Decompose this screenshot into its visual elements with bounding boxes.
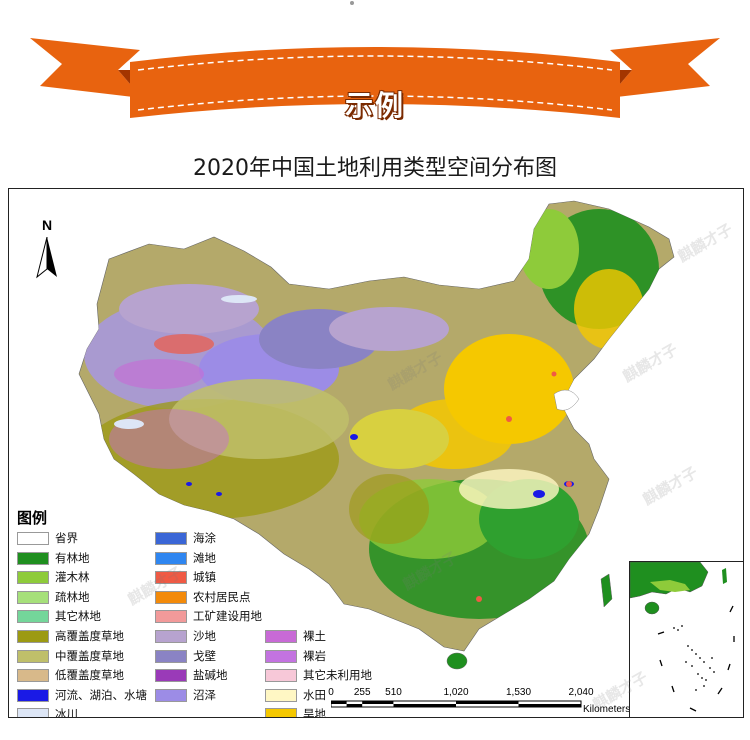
legend-swatch (155, 590, 187, 604)
scale-tick-label: 510 (385, 687, 402, 698)
legend-swatch (155, 669, 187, 683)
legend-swatch (155, 610, 187, 624)
legend-label: 农村居民点 (193, 589, 251, 604)
legend-swatch (17, 590, 49, 604)
legend-label: 省界 (55, 531, 78, 545)
legend-swatch (155, 649, 187, 663)
legend-label: 沙地 (193, 628, 216, 643)
legend-swatch (17, 551, 49, 565)
legend-label: 城镇 (193, 570, 216, 585)
legend-label: 沼泽 (193, 687, 216, 702)
legend-label: 旱地 (303, 707, 326, 718)
china-land-use-map (78, 200, 675, 670)
scale-tick-label: 1,530 (505, 687, 532, 698)
banner-title: 示例 (344, 89, 405, 122)
legend-swatch (17, 610, 49, 624)
legend-label: 疏林地 (55, 589, 90, 604)
legend-swatch (265, 708, 297, 717)
legend-swatch (155, 551, 187, 565)
legend-label: 河流、湖泊、水塘 (55, 687, 147, 702)
map-frame: N 图例 省界有林地灌木林疏林地其它林地高覆盖度草地 中覆盖度草地 低覆盖度草地河流… (8, 188, 744, 718)
legend-swatch (265, 688, 297, 702)
legend-swatch (265, 649, 297, 663)
legend-swatch (17, 669, 49, 683)
legend-swatch (265, 630, 297, 643)
south-china-sea-inset (629, 561, 743, 717)
legend-label: 戈壁 (193, 648, 216, 663)
legend-swatch (155, 532, 187, 545)
legend-label: 裸岩 (303, 648, 326, 663)
legend-label: 有林地 (55, 550, 90, 565)
legend-swatch (17, 532, 49, 545)
ribbon-right-tail (608, 38, 720, 98)
legend-label: 灌木林 (55, 570, 90, 585)
scale-bar-graphic (331, 700, 582, 708)
legend-label: 中覆盖度草地 (55, 648, 124, 663)
legend-swatch (155, 571, 187, 585)
north-arrow-label: N (42, 217, 53, 233)
legend-swatch (17, 629, 49, 643)
legend-title: 图例 (17, 509, 48, 527)
legend-label: 裸土 (303, 629, 326, 643)
legend-label: 其它林地 (55, 609, 101, 624)
scale-tick-label: 1,020 (443, 687, 469, 698)
legend-label: 高覆盖度草地 (55, 628, 124, 643)
legend-label: 低覆盖度草地 (55, 668, 124, 683)
scale-bar: 0 255 510 1,020 1,530 2,040 Kilometers (328, 687, 641, 717)
legend-swatch (155, 629, 187, 643)
north-arrow-icon (36, 237, 57, 279)
inset-map (630, 562, 735, 712)
legend-swatch (155, 688, 187, 702)
legend-swatch (17, 688, 49, 702)
legend-label: 盐碱地 (193, 668, 228, 683)
hainan-island (446, 652, 468, 670)
scale-tick-label: 255 (353, 687, 371, 698)
banner-ribbon (30, 1, 720, 118)
legend-label: 冰川 (55, 707, 78, 718)
ribbon-left-tail (30, 38, 142, 98)
scale-tick-label: 0 (328, 687, 334, 698)
legend-label: 水田 (303, 687, 326, 702)
taiwan-island (600, 573, 613, 608)
map-title: 2020年中国土地利用类型空间分布图 (193, 156, 557, 181)
legend-label: 其它未利用地 (303, 668, 372, 683)
legend-swatch (17, 571, 49, 585)
legend-swatch (17, 649, 49, 663)
legend-label: 工矿建设用地 (193, 609, 262, 624)
legend-swatch (17, 708, 49, 717)
legend-label: 海涂 (193, 531, 216, 545)
legend-swatch (265, 669, 297, 683)
scale-tick-label: 2,040 (568, 687, 594, 698)
scale-unit: Kilometers (583, 704, 631, 715)
legend-label: 滩地 (193, 550, 216, 565)
